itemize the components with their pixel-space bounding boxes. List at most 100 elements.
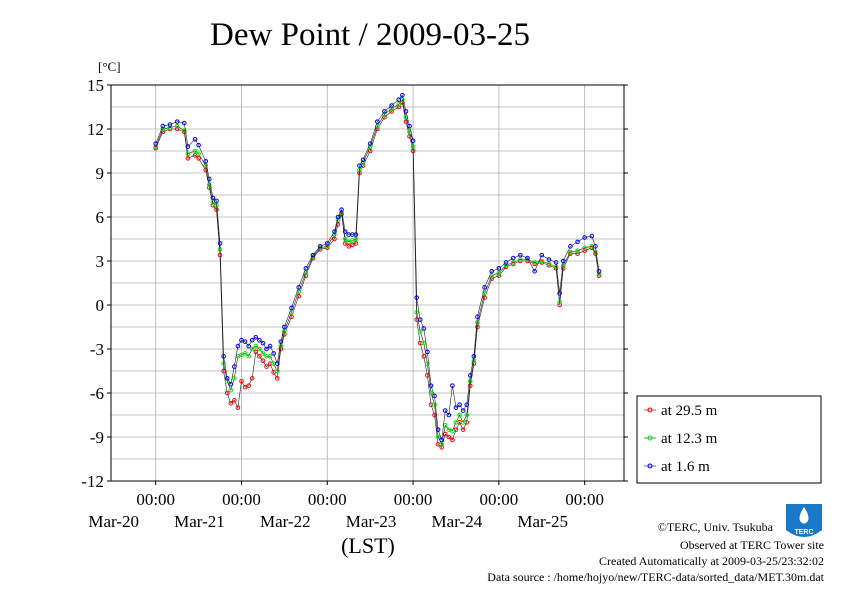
data-point: [303, 273, 309, 278]
data-point: [210, 200, 216, 205]
x-tick-time-label: 00:00: [394, 490, 433, 509]
data-point: [317, 246, 323, 252]
data-point: [407, 134, 412, 139]
data-point: [207, 182, 212, 188]
data-point: [539, 258, 545, 264]
series-3: [153, 92, 602, 443]
data-point: [303, 266, 309, 271]
data-point: [546, 257, 552, 262]
data-point: [589, 233, 595, 239]
data-point: [353, 241, 359, 246]
data-point: [471, 358, 477, 364]
data-point: [464, 412, 470, 418]
data-point: [242, 384, 248, 390]
y-tick-label: -6: [90, 384, 104, 403]
data-point: [460, 427, 466, 432]
data-point: [346, 239, 352, 245]
data-point: [557, 299, 562, 305]
legend-box: [636, 395, 822, 484]
x-tick-date-label: Mar-25: [517, 512, 568, 531]
data-point: [239, 337, 244, 343]
credit-observed: Observed at TERC Tower site: [680, 538, 824, 552]
legend-swatch-marker: [647, 407, 653, 413]
data-point: [442, 408, 448, 413]
data-point: [181, 128, 187, 133]
data-point: [400, 92, 405, 98]
data-point: [224, 376, 230, 381]
data-point: [407, 129, 412, 135]
data-point: [375, 119, 380, 124]
data-point: [396, 104, 402, 110]
data-point: [425, 349, 430, 355]
data-point: [525, 255, 530, 261]
y-tick-label: -12: [81, 472, 104, 491]
data-point: [257, 346, 262, 352]
data-point: [232, 398, 237, 403]
data-point: [560, 263, 566, 268]
y-tick-label: -9: [90, 428, 104, 447]
data-point: [228, 387, 234, 393]
x-tick-time-label: 00:00: [308, 490, 347, 509]
data-point: [582, 245, 587, 251]
data-point: [421, 326, 427, 331]
data-point: [324, 244, 330, 249]
y-tick-label: 6: [96, 208, 105, 227]
data-point: [353, 232, 359, 237]
data-point: [249, 346, 255, 352]
data-point: [317, 244, 323, 249]
data-point: [342, 229, 348, 234]
data-point: [417, 329, 423, 334]
data-point: [575, 239, 580, 245]
data-point: [396, 97, 402, 102]
data-point: [360, 157, 366, 163]
data-point: [596, 271, 602, 277]
data-point: [410, 138, 416, 144]
x-tick-date-label: Mar-20: [88, 512, 139, 531]
y-tick-label: -3: [90, 340, 104, 359]
data-point: [375, 126, 380, 132]
y-tick-label: 9: [96, 164, 105, 183]
data-point: [160, 126, 166, 132]
data-point: [435, 434, 441, 440]
data-point: [557, 302, 562, 308]
data-point: [510, 255, 516, 261]
data-point: [450, 428, 455, 434]
data-point: [417, 317, 423, 322]
data-point: [153, 144, 158, 149]
data-point: [357, 163, 362, 168]
data-point: [489, 268, 495, 274]
data-point: [460, 420, 466, 425]
x-tick-time-label: 00:00: [222, 490, 261, 509]
data-point: [446, 434, 452, 440]
data-point: [274, 376, 280, 381]
data-point: [557, 290, 562, 296]
data-point: [153, 141, 158, 146]
data-point: [217, 241, 223, 246]
data-point: [260, 358, 266, 364]
data-point: [196, 151, 201, 157]
data-point: [482, 295, 487, 300]
legend-swatch-marker: [647, 435, 653, 441]
data-point: [389, 109, 394, 114]
data-point: [296, 285, 301, 290]
series-layer: [153, 92, 602, 450]
data-point: [532, 268, 537, 274]
data-point: [335, 214, 341, 220]
data-point: [389, 103, 394, 108]
data-point: [167, 122, 173, 127]
data-point: [425, 361, 430, 366]
data-point: [271, 370, 276, 375]
data-point: [367, 141, 373, 146]
plot-frame: [110, 84, 625, 482]
legend-label: at 1.6 m: [661, 459, 710, 475]
data-point: [228, 400, 234, 406]
data-point: [174, 119, 180, 124]
data-point: [403, 109, 409, 114]
x-tick-date-label: Mar-24: [432, 512, 483, 531]
data-point: [432, 393, 437, 399]
data-point: [260, 351, 266, 356]
data-point: [496, 266, 502, 271]
data-point: [414, 295, 419, 300]
data-point: [346, 244, 352, 249]
chart-title: Dew Point / 2009-03-25: [210, 17, 530, 53]
